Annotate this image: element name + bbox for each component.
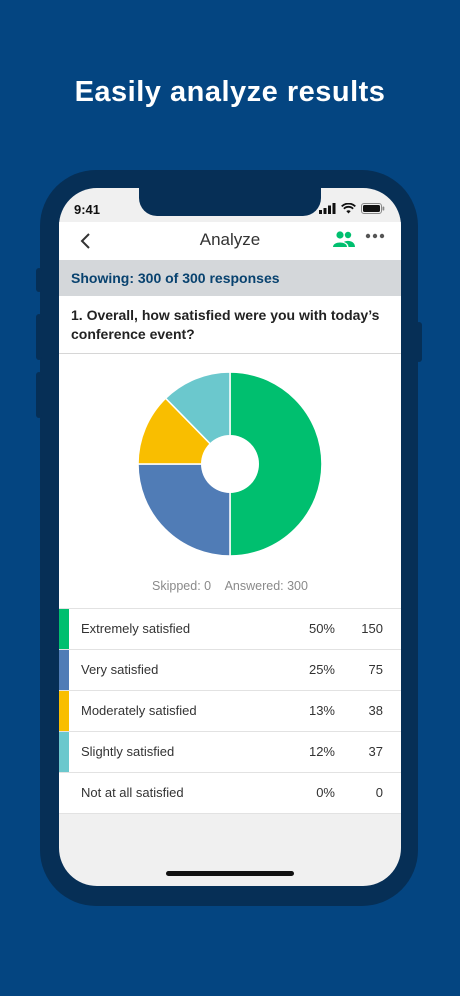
phone-power-button — [416, 322, 422, 362]
donut-hole — [201, 435, 259, 493]
answer-label: Very satisfied — [81, 662, 159, 677]
answer-count: 38 — [368, 703, 383, 718]
answer-color-swatch — [59, 650, 69, 690]
answer-count: 0 — [375, 785, 383, 800]
answer-percent: 50% — [308, 621, 335, 636]
phone-screen: 9:41 Analyze — [59, 188, 401, 886]
home-indicator — [166, 871, 294, 876]
answer-color-swatch — [59, 609, 69, 649]
pie-slice — [137, 463, 231, 557]
status-icons — [319, 203, 385, 214]
more-options-icon[interactable] — [365, 230, 385, 242]
phone-volume-down-button — [36, 372, 42, 418]
answer-row: Very satisfied 25% 75 — [59, 649, 401, 690]
answer-row: Slightly satisfied 12% 37 — [59, 731, 401, 772]
skipped-count: Skipped: 0 — [152, 579, 212, 593]
back-chevron-icon[interactable] — [77, 231, 97, 251]
answer-label: Not at all satisfied — [81, 785, 184, 800]
answer-label: Moderately satisfied — [81, 703, 197, 718]
people-icon[interactable] — [333, 230, 355, 248]
answer-row: Moderately satisfied 13% 38 — [59, 690, 401, 731]
answer-count: 150 — [361, 621, 383, 636]
battery-icon — [361, 203, 385, 214]
answer-breakdown: Extremely satisfied 50% 150 Very satisfied 2… — [59, 608, 401, 814]
answer-row: Not at all satisfied 0% 0 — [59, 772, 401, 814]
page-title: Analyze — [199, 230, 261, 249]
answer-percent: 0% — [316, 785, 335, 800]
status-time: 9:41 — [74, 202, 101, 217]
phone-notch — [139, 188, 321, 216]
app-header: Analyze — [59, 222, 401, 260]
wifi-icon — [341, 203, 356, 214]
phone-volume-up-button — [36, 314, 42, 360]
response-stats: Skipped: 0 Answered: 300 — [59, 579, 401, 593]
answer-percent: 12% — [308, 744, 335, 759]
answer-label: Slightly satisfied — [81, 744, 175, 759]
answer-percent: 13% — [308, 703, 335, 718]
answered-count: Answered: 300 — [224, 579, 308, 593]
answer-label: Extremely satisfied — [81, 621, 191, 636]
pie-slice — [229, 371, 323, 557]
signal-icon — [319, 203, 336, 214]
answer-count: 37 — [368, 744, 383, 759]
answer-count: 75 — [368, 662, 383, 677]
answer-color-swatch — [59, 732, 69, 772]
responses-filter-bar[interactable]: Showing: 300 of 300 responses — [59, 260, 401, 296]
answer-color-swatch — [59, 773, 69, 813]
phone-side-button — [36, 268, 42, 292]
chart-area: Skipped: 0 Answered: 300 — [59, 354, 401, 608]
pie-chart — [137, 371, 323, 557]
answer-color-swatch — [59, 691, 69, 731]
question-title: 1. Overall, how satisfied were you with … — [59, 296, 401, 354]
headline: Easily analyze results — [74, 76, 386, 108]
answer-row: Extremely satisfied 50% 150 — [59, 608, 401, 649]
answer-percent: 25% — [308, 662, 335, 677]
